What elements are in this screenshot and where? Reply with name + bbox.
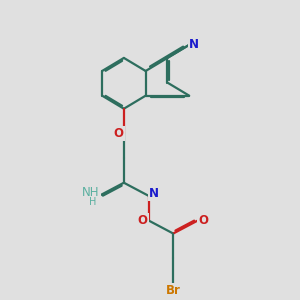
Text: Br: Br — [166, 284, 181, 297]
Text: H: H — [89, 197, 97, 207]
Text: N: N — [149, 187, 159, 200]
Text: O: O — [198, 214, 208, 227]
Text: NH: NH — [82, 186, 100, 199]
Text: O: O — [138, 214, 148, 227]
Text: N: N — [188, 38, 199, 51]
Text: O: O — [114, 127, 124, 140]
